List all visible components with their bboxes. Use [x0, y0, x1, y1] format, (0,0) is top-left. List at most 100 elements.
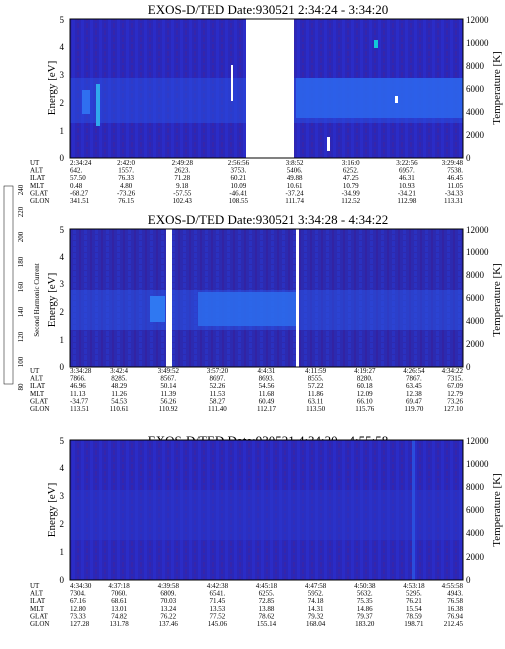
table-cell: 9.18 — [176, 182, 189, 190]
table-cell: 15.54 — [406, 605, 422, 613]
table-cell: 60.49 — [259, 397, 275, 405]
colorbar: 80 100 120 140 160 180 200 220 240 Secon… — [3, 184, 41, 391]
table-cell: 12.80 — [70, 605, 86, 613]
table-cell: 2:42:0 — [117, 159, 135, 167]
table-cell: 78.62 — [259, 612, 275, 620]
panel-3-frame — [69, 439, 464, 581]
table-cell: 111.40 — [208, 405, 227, 413]
table-cell: 4:42:38 — [207, 582, 229, 590]
panel-3-streak — [412, 440, 415, 580]
table-cell: -34.33 — [445, 189, 464, 197]
table-cell: 70.03 — [160, 597, 176, 605]
panel-2-patch-2 — [198, 292, 298, 326]
table-cell: 58.27 — [210, 397, 226, 405]
table-cell: 72.85 — [259, 597, 275, 605]
table-row-label: GLON — [30, 405, 49, 413]
table-cell: 6252. — [343, 167, 359, 175]
table-cell: 10.79 — [343, 182, 359, 190]
panel-2-y2tick: 4000 — [466, 316, 485, 326]
table-cell: 112.98 — [397, 197, 416, 205]
table-row-label: UT — [30, 582, 40, 590]
panel-2-y2tick: 2000 — [466, 339, 485, 349]
table-cell: 8280. — [357, 375, 373, 383]
table-cell: 54.53 — [111, 397, 127, 405]
table-cell: -34.99 — [342, 189, 361, 197]
panel-3-y2tick: 10000 — [466, 459, 489, 469]
table-cell: 76.15 — [118, 197, 134, 205]
panel-1-frame — [69, 18, 464, 159]
table-cell: 3:49:52 — [158, 367, 180, 375]
table-cell: 113.51 — [70, 405, 89, 413]
panel-3-y2tick: 8000 — [466, 482, 485, 492]
table-cell: 7304. — [70, 590, 86, 598]
panel-3-y2ticks: 0 2000 4000 6000 8000 10000 12000 — [466, 436, 489, 585]
panel-3: EXOS-D/TED Date:930521 4:34:30 - 4:55:58… — [30, 433, 503, 628]
table-cell: 50.14 — [160, 382, 176, 390]
table-cell: -46.41 — [229, 189, 248, 197]
panel-1-y2tick: 8000 — [466, 61, 485, 71]
panel-1-ytick: 5 — [60, 15, 65, 25]
table-cell: 71.45 — [210, 597, 226, 605]
panel-1-y2tick: 2000 — [466, 130, 485, 140]
table-cell: 13.24 — [160, 605, 176, 613]
table-cell: 137.46 — [159, 620, 179, 628]
table-cell: 57.22 — [308, 382, 324, 390]
colorbar-tick: 120 — [17, 331, 25, 342]
table-cell: 5406. — [287, 167, 303, 175]
table-cell: 102.43 — [173, 197, 193, 205]
table-cell: 66.10 — [357, 397, 373, 405]
panel-2-gap-1 — [166, 229, 172, 367]
table-cell: 3:34:28 — [70, 367, 92, 375]
panel-2-y2ticks: 0 2000 4000 6000 8000 10000 12000 — [466, 225, 489, 372]
table-row-label: UT — [30, 367, 40, 375]
panel-2: EXOS-D/TED Date:930521 3:34:28 - 4:34:22… — [30, 212, 503, 413]
table-cell: 198.71 — [404, 620, 424, 628]
panel-2-y2tick: 12000 — [466, 225, 489, 235]
table-cell: 3:22:56 — [396, 159, 418, 167]
panel-1-white-dot — [327, 137, 330, 151]
table-cell: 131.78 — [109, 620, 129, 628]
panel-2-gap-2 — [296, 229, 299, 367]
table-cell: 75.35 — [357, 597, 373, 605]
table-cell: 14.86 — [357, 605, 373, 613]
table-cell: 1557. — [118, 167, 134, 175]
panel-1-gap — [246, 19, 294, 158]
table-cell: 46.96 — [70, 382, 86, 390]
panel-1-yticks: 0 1 2 3 4 5 — [60, 15, 65, 163]
colorbar-tick: 240 — [17, 184, 25, 195]
panel-3-ytick: 3 — [60, 491, 65, 501]
table-cell: -57.55 — [173, 189, 192, 197]
panel-1-y2tick: 4000 — [466, 107, 485, 117]
table-cell: 69.47 — [406, 397, 422, 405]
panel-3-yticks: 0 1 2 3 4 5 — [60, 436, 65, 585]
table-cell: 111.74 — [285, 197, 304, 205]
table-cell: 4:11:59 — [305, 367, 327, 375]
panel-1-y2tick: 10000 — [466, 38, 489, 48]
table-cell: 13.88 — [259, 605, 275, 613]
table-cell: 67.09 — [447, 382, 463, 390]
table-cell: 127.28 — [70, 620, 90, 628]
table-cell: 113.50 — [306, 405, 325, 413]
table-cell: 76.22 — [160, 612, 176, 620]
table-cell: 6809. — [160, 590, 176, 598]
table-cell: 76.21 — [406, 597, 422, 605]
table-cell: 52.26 — [210, 382, 226, 390]
panel-1-ytick: 3 — [60, 70, 65, 80]
panel-3-ylabel: Energy [eV] — [46, 483, 58, 537]
table-cell: 14.31 — [308, 605, 324, 613]
table-cell: 3:57:20 — [207, 367, 229, 375]
table-cell: 76.94 — [447, 612, 463, 620]
table-cell: 6255. — [259, 590, 275, 598]
panel-1-white-streak — [231, 65, 233, 101]
table-cell: 11.39 — [161, 390, 177, 398]
panel-3-y2tick: 0 — [466, 575, 471, 585]
panel-1-ytick: 2 — [60, 98, 65, 108]
table-row-label: GLAT — [30, 397, 49, 405]
table-cell: 4943. — [447, 590, 463, 598]
panel-3-y2tick: 12000 — [466, 436, 489, 446]
colorbar-tick: 80 — [17, 383, 25, 391]
table-cell: 56.26 — [160, 397, 176, 405]
table-cell: 341.51 — [70, 197, 90, 205]
table-cell: 115.76 — [355, 405, 374, 413]
table-cell: 4:26:54 — [403, 367, 425, 375]
